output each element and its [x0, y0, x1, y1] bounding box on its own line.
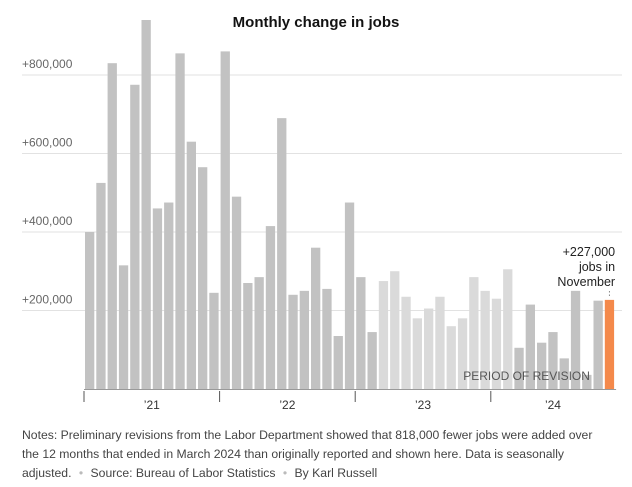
bar [401, 296, 411, 389]
bar [265, 226, 276, 389]
bar [412, 318, 422, 389]
y-tick-label: +800,000 [22, 57, 73, 71]
chart-title: Monthly change in jobs [232, 14, 400, 31]
bar [107, 63, 117, 390]
bar [118, 265, 129, 389]
y-tick-label: +400,000 [22, 214, 73, 228]
bar [333, 336, 343, 389]
y-tick-label: +600,000 [22, 135, 73, 149]
x-axis: ’21 ’22 ’23 ’24 [83, 389, 617, 412]
bars [85, 20, 615, 390]
bar [548, 332, 558, 389]
bar [277, 118, 287, 389]
bar [469, 277, 479, 389]
chart-notes: Notes: Preliminary revisions from the La… [22, 426, 612, 483]
source-credit: Source: Bureau of Labor Statistics [90, 466, 276, 480]
bar [299, 290, 309, 389]
bar [220, 51, 230, 389]
bar [243, 283, 253, 389]
bar [491, 298, 502, 389]
latest-jobs-label: jobs in [578, 260, 615, 274]
byline: By Karl Russell [294, 466, 378, 480]
bar [424, 308, 434, 389]
bar [186, 141, 196, 389]
year-label: ’21 [144, 398, 160, 412]
bar [593, 300, 603, 389]
bar [231, 196, 242, 389]
latest-value-label: +227,000 [563, 245, 616, 259]
notes-separator: • [282, 466, 288, 480]
bar [130, 84, 140, 390]
bar [367, 332, 377, 389]
bar-chart: +200,000+400,000+600,000+800,000 ’21’22’… [22, 20, 622, 412]
y-axis-tick-labels: +200,000 +400,000 +600,000 +800,000 [22, 57, 73, 307]
bar [378, 281, 389, 389]
bar [480, 290, 490, 389]
bar [198, 167, 208, 389]
bar [254, 277, 264, 389]
bar [288, 294, 298, 389]
bar [152, 208, 163, 389]
bar [435, 296, 445, 389]
bar [311, 247, 321, 389]
bar [85, 231, 95, 389]
bar [141, 20, 151, 389]
bar [96, 182, 106, 389]
year-label: ’22 [279, 398, 295, 412]
bar-latest [604, 299, 615, 389]
bar [514, 347, 524, 389]
revision-period-label: PERIOD OF REVISION [463, 369, 590, 383]
year-label: ’24 [545, 398, 561, 412]
bar [175, 53, 185, 390]
bar [525, 304, 535, 389]
bar [503, 269, 513, 389]
bar [537, 342, 547, 389]
latest-month-label: November [557, 275, 615, 289]
bar [356, 277, 366, 389]
bar [344, 202, 355, 389]
y-tick-label: +200,000 [22, 292, 73, 306]
notes-text: Notes: Preliminary revisions from the La… [22, 428, 593, 480]
bar [446, 326, 456, 389]
annotations: PERIOD OF REVISION +227,000 jobs in Nove… [463, 245, 615, 383]
bar [457, 318, 468, 389]
notes-separator: • [78, 466, 84, 480]
bar [164, 202, 174, 389]
bar [570, 290, 581, 389]
bar [582, 374, 592, 389]
bar [559, 358, 569, 389]
year-label: ’23 [415, 398, 431, 412]
bar [390, 271, 400, 389]
bar [209, 292, 219, 389]
bar [322, 288, 332, 389]
